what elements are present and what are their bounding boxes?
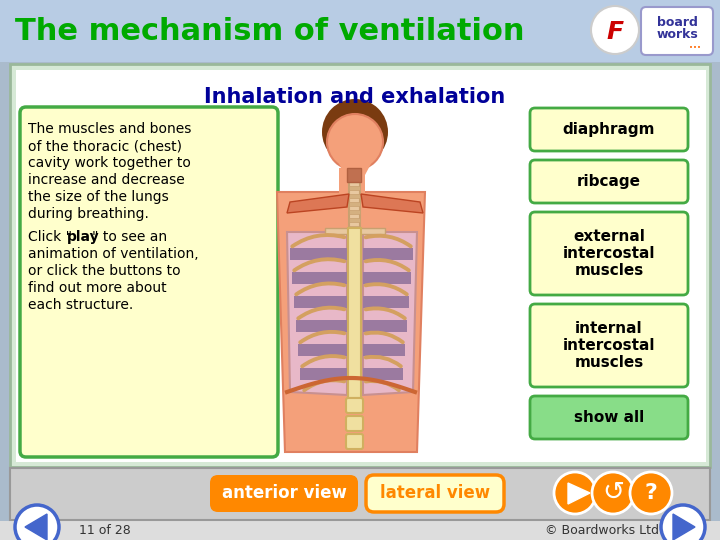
Text: The muscles and bones: The muscles and bones bbox=[28, 122, 192, 136]
FancyBboxPatch shape bbox=[641, 7, 713, 55]
Bar bbox=[10, 64, 710, 467]
FancyBboxPatch shape bbox=[366, 475, 504, 512]
Circle shape bbox=[592, 472, 634, 514]
Text: © Boardworks Ltd 2008: © Boardworks Ltd 2008 bbox=[545, 523, 695, 537]
Bar bbox=[349, 210, 360, 214]
Text: show all: show all bbox=[574, 410, 644, 425]
Text: animation of ventilation,: animation of ventilation, bbox=[28, 247, 199, 261]
FancyBboxPatch shape bbox=[346, 434, 363, 449]
FancyBboxPatch shape bbox=[346, 398, 363, 413]
FancyBboxPatch shape bbox=[346, 416, 363, 431]
Bar bbox=[363, 296, 409, 308]
Bar bbox=[0, 0, 720, 62]
Text: or click the buttons to: or click the buttons to bbox=[28, 264, 181, 278]
Text: the size of the lungs: the size of the lungs bbox=[28, 190, 168, 204]
Text: each structure.: each structure. bbox=[28, 298, 133, 312]
Bar bbox=[363, 272, 411, 284]
Bar bbox=[348, 228, 361, 398]
Bar bbox=[10, 468, 710, 520]
Circle shape bbox=[322, 99, 388, 165]
Bar bbox=[0, 521, 720, 540]
Bar bbox=[360, 228, 385, 234]
Polygon shape bbox=[277, 192, 425, 452]
Bar bbox=[298, 344, 347, 356]
Bar bbox=[349, 218, 360, 222]
Text: Inhalation and exhalation: Inhalation and exhalation bbox=[204, 87, 505, 107]
Text: of the thoracic (chest): of the thoracic (chest) bbox=[28, 139, 182, 153]
Bar bbox=[347, 168, 361, 182]
Text: Click ": Click " bbox=[28, 230, 72, 244]
Bar bbox=[325, 228, 350, 234]
Text: 11 of 28: 11 of 28 bbox=[79, 523, 131, 537]
Text: lateral view: lateral view bbox=[380, 484, 490, 502]
Polygon shape bbox=[361, 194, 423, 213]
Bar bbox=[349, 202, 360, 206]
Text: increase and decrease: increase and decrease bbox=[28, 173, 185, 187]
Bar bbox=[349, 182, 360, 230]
Text: anterior view: anterior view bbox=[222, 484, 346, 502]
Text: ?: ? bbox=[644, 483, 657, 503]
Text: works: works bbox=[656, 29, 698, 42]
Text: find out more about: find out more about bbox=[28, 281, 166, 295]
Polygon shape bbox=[673, 514, 695, 540]
Text: ↺: ↺ bbox=[602, 480, 624, 506]
Bar bbox=[363, 248, 413, 260]
Bar bbox=[290, 248, 347, 260]
Text: diaphragm: diaphragm bbox=[563, 122, 655, 137]
FancyBboxPatch shape bbox=[530, 304, 688, 387]
Text: internal
intercostal
muscles: internal intercostal muscles bbox=[563, 321, 655, 370]
Polygon shape bbox=[363, 232, 417, 395]
Text: " to see an: " to see an bbox=[91, 230, 167, 244]
Bar bbox=[339, 168, 365, 195]
Bar bbox=[363, 344, 405, 356]
Bar bbox=[349, 226, 360, 230]
Polygon shape bbox=[287, 194, 349, 213]
FancyBboxPatch shape bbox=[530, 212, 688, 295]
Circle shape bbox=[15, 505, 59, 540]
Polygon shape bbox=[287, 232, 347, 395]
Text: F: F bbox=[606, 20, 624, 44]
Bar bbox=[16, 70, 706, 462]
Circle shape bbox=[661, 505, 705, 540]
Text: during breathing.: during breathing. bbox=[28, 207, 149, 221]
Text: •••: ••• bbox=[689, 45, 701, 51]
Polygon shape bbox=[25, 514, 47, 540]
FancyBboxPatch shape bbox=[210, 475, 358, 512]
Text: The mechanism of ventilation: The mechanism of ventilation bbox=[15, 17, 524, 46]
Bar bbox=[349, 194, 360, 198]
Bar bbox=[349, 186, 360, 190]
Circle shape bbox=[630, 472, 672, 514]
Text: cavity work together to: cavity work together to bbox=[28, 156, 191, 170]
Text: play: play bbox=[67, 230, 99, 244]
Bar bbox=[363, 368, 403, 380]
FancyBboxPatch shape bbox=[20, 107, 278, 457]
FancyBboxPatch shape bbox=[530, 108, 688, 151]
Bar bbox=[292, 272, 347, 284]
Bar bbox=[363, 320, 407, 332]
Circle shape bbox=[591, 6, 639, 54]
Bar bbox=[300, 368, 347, 380]
Text: board: board bbox=[657, 16, 698, 29]
Polygon shape bbox=[568, 483, 590, 504]
Bar bbox=[294, 296, 347, 308]
Circle shape bbox=[327, 114, 383, 170]
Bar bbox=[296, 320, 347, 332]
Polygon shape bbox=[337, 160, 373, 175]
Circle shape bbox=[554, 472, 596, 514]
Text: ribcage: ribcage bbox=[577, 174, 641, 189]
FancyBboxPatch shape bbox=[530, 396, 688, 439]
FancyBboxPatch shape bbox=[530, 160, 688, 203]
Text: external
intercostal
muscles: external intercostal muscles bbox=[563, 228, 655, 279]
